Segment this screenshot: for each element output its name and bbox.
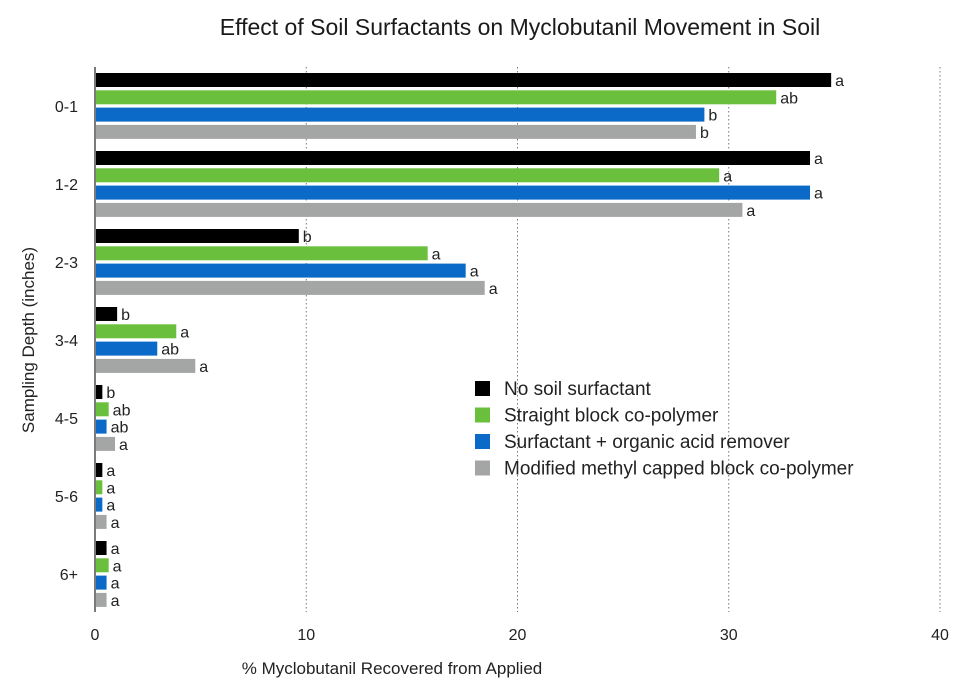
legend-swatch	[475, 407, 490, 423]
bar	[96, 185, 811, 200]
x-tick-label: 0	[91, 627, 100, 644]
bar	[96, 419, 107, 434]
bar-significance-label: a	[470, 264, 479, 281]
legend-swatch	[475, 460, 490, 476]
bar-significance-label: a	[723, 168, 732, 185]
bar-significance-label: a	[180, 324, 189, 341]
bar-significance-label: a	[746, 203, 755, 220]
legend-label: Surfactant + organic acid remover	[504, 432, 790, 453]
bar-significance-label: a	[814, 151, 823, 168]
bar-significance-label: ab	[113, 402, 131, 419]
bar-significance-label: a	[111, 576, 120, 593]
bar	[96, 592, 107, 607]
y-tick-label: 0-1	[55, 99, 78, 116]
bar	[96, 90, 777, 105]
x-tick-label: 10	[297, 627, 315, 644]
y-axis-label: Sampling Depth (inches)	[19, 247, 38, 433]
bar-significance-label: b	[121, 307, 130, 324]
bar	[96, 168, 720, 183]
y-tick-label: 6+	[60, 567, 78, 584]
legend: No soil surfactant Straight block co-poly…	[475, 379, 854, 480]
bar	[96, 385, 103, 399]
x-tick-label: 20	[509, 627, 527, 644]
y-tick-label: 2-3	[55, 255, 78, 272]
bar	[96, 514, 107, 529]
bar-significance-label: b	[708, 108, 717, 125]
bars	[96, 73, 832, 607]
bar	[96, 107, 705, 122]
bar	[96, 124, 696, 139]
bar	[96, 575, 107, 590]
y-tick-label: 3-4	[55, 333, 78, 350]
bar-significance-label: a	[106, 480, 115, 497]
legend-label: No soil surfactant	[504, 379, 652, 400]
x-tick-label: 40	[931, 627, 949, 644]
y-tick-label: 5-6	[55, 489, 78, 506]
bar	[96, 358, 196, 373]
bar-significance-label: ab	[161, 342, 179, 359]
bar	[96, 324, 177, 339]
y-tick-labels: 0-1 1-2 2-3 3-4 4-5 5-6 6+	[55, 99, 78, 584]
bar-significance-label: a	[835, 73, 844, 90]
bar	[96, 246, 428, 261]
bar	[96, 263, 466, 278]
bar	[96, 280, 485, 295]
x-axis-label: % Myclobutanil Recovered from Applied	[242, 659, 542, 678]
bar-significance-label: a	[814, 186, 823, 203]
bar-significance-label: ab	[780, 90, 798, 107]
bar-significance-label: a	[106, 498, 115, 515]
legend-swatch	[475, 381, 490, 396]
bar-significance-label: b	[700, 125, 709, 142]
gridlines	[305, 67, 941, 612]
x-tick-label: 30	[720, 627, 738, 644]
bar	[96, 480, 103, 495]
legend-swatch	[475, 434, 490, 449]
bar	[96, 463, 103, 477]
bar-significance-label: a	[432, 246, 441, 263]
legend-label: Straight block co-polymer	[504, 406, 719, 427]
bar-significance-label: a	[106, 463, 115, 480]
bar	[96, 402, 109, 417]
x-tick-labels: 0 10 20 30 40	[91, 627, 949, 644]
bar-significance-label: a	[199, 359, 208, 376]
bar-significance-label: ab	[111, 420, 129, 437]
bar-significance-label: a	[119, 437, 128, 454]
bar-significance-label: b	[106, 385, 115, 402]
bar	[96, 202, 743, 217]
bar	[96, 541, 107, 555]
bar-significance-label: a	[113, 558, 122, 575]
bar-significance-label: a	[111, 515, 120, 532]
chart-title: Effect of Soil Surfactants on Myclobutan…	[219, 14, 821, 40]
legend-label: Modified methyl capped block co-polymer	[504, 459, 854, 480]
y-tick-label: 1-2	[55, 177, 78, 194]
bar-significance-label: a	[111, 541, 120, 558]
y-tick-label: 4-5	[55, 411, 78, 428]
bar	[96, 436, 116, 451]
bar-significance-label: a	[111, 593, 120, 610]
bar-significance-label: b	[303, 229, 312, 246]
bar	[96, 341, 158, 356]
bar	[96, 558, 109, 573]
bar	[96, 307, 118, 321]
bar	[96, 229, 299, 243]
bar	[96, 73, 832, 87]
bar-significance-label: a	[489, 281, 498, 298]
bar	[96, 151, 811, 165]
bar	[96, 497, 103, 512]
